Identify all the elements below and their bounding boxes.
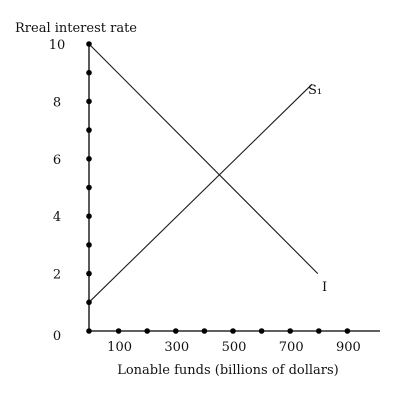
x-axis-dot [344,328,351,334]
y-tick-label: 8 [53,95,61,110]
series-layer [88,43,319,303]
series-line-i [88,43,319,274]
y-axis-dot [86,299,92,306]
series-line-s1 [88,83,313,303]
y-axis-dot [86,328,92,334]
y-axis-dot [86,41,92,47]
y-axis-dot [86,242,92,248]
y-axis-dot [86,213,92,219]
series-label-i: I [322,280,327,295]
x-axis-dot [144,328,150,334]
x-axis-dot [230,328,236,334]
y-axis-dot [86,270,92,277]
x-axis-title: Lonable funds (billions of dollars) [117,363,339,378]
x-tick-label: 100 [107,340,132,355]
axis-dots-layer [86,41,351,334]
x-axis-dot [258,328,265,334]
y-axis-title: Rreal interest rate [15,21,137,36]
y-axis-dot [86,98,92,105]
y-axis-dot [86,156,92,162]
x-tick-label: 500 [222,340,247,355]
x-tick-label: 900 [336,340,361,355]
y-tick-label: 0 [53,329,61,344]
y-tick-label: 6 [53,153,61,168]
y-axis-dot [86,127,92,133]
y-axis-dot [86,184,92,191]
y-tick-label: 10 [49,38,66,53]
y-tick-label: 4 [53,210,61,225]
y-axis-dot [86,69,92,76]
labels-layer: Rreal interest rate Lonable funds (billi… [15,21,361,378]
x-tick-label: 300 [164,340,189,355]
x-axis-dot [115,328,122,334]
x-tick-label: 700 [279,340,304,355]
y-tick-label: 2 [53,268,61,283]
x-axis-dot [316,328,322,334]
x-axis-dot [287,328,294,334]
series-label-s1: S₁ [308,83,322,98]
x-axis-dot [173,328,179,334]
x-axis-dot [201,328,208,334]
